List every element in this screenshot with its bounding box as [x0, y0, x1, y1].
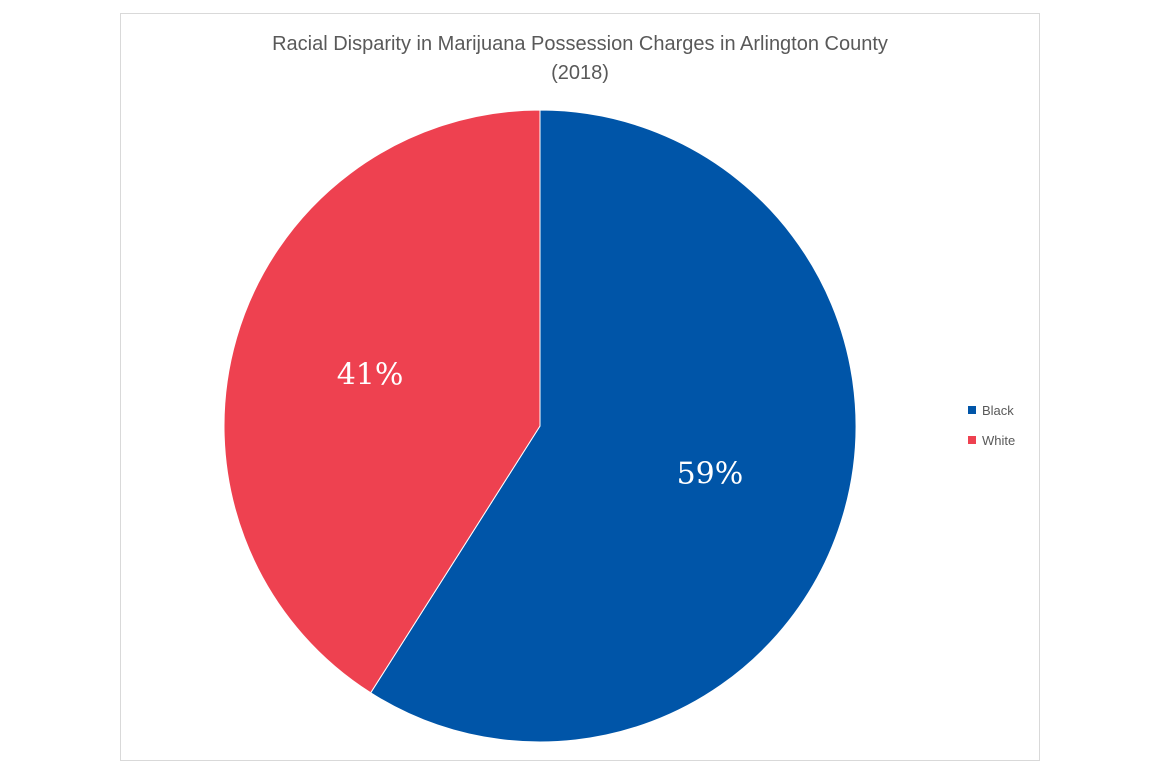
pie-slice-white — [223, 109, 541, 694]
legend-swatch-white — [968, 436, 976, 444]
chart-subtitle: (2018) — [551, 62, 609, 84]
data-label-black: 59% — [677, 456, 744, 491]
legend: Black White — [968, 400, 1015, 460]
chart-title: Racial Disparity in Marijuana Possession… — [272, 33, 888, 55]
data-label-white: 41% — [337, 358, 404, 393]
pie-slice-black — [369, 109, 857, 743]
legend-label-black: Black — [982, 402, 1014, 418]
legend-label-white: White — [982, 432, 1016, 448]
legend-item-white: White — [968, 430, 1015, 450]
chart-title-block: Racial Disparity in Marijuana Possession… — [0, 30, 1160, 88]
legend-swatch-black — [968, 406, 976, 414]
legend-item-black: Black — [968, 400, 1015, 420]
